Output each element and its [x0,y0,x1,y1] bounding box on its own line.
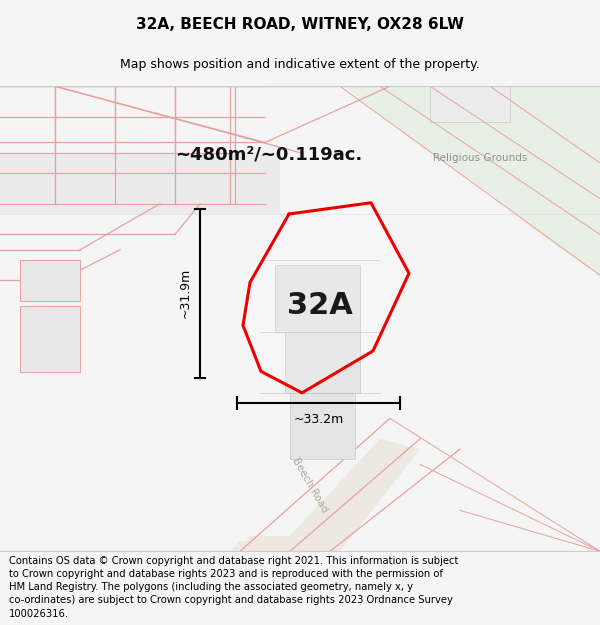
Polygon shape [230,459,380,551]
Polygon shape [285,331,360,393]
Polygon shape [243,202,409,393]
Polygon shape [240,439,420,551]
Polygon shape [20,306,80,372]
Polygon shape [20,260,80,301]
Polygon shape [430,86,510,122]
Text: 32A: 32A [287,291,353,321]
Text: Contains OS data © Crown copyright and database right 2021. This information is : Contains OS data © Crown copyright and d… [9,556,458,619]
Polygon shape [275,265,360,331]
Text: ~33.2m: ~33.2m [293,413,344,426]
Text: Map shows position and indicative extent of the property.: Map shows position and indicative extent… [120,58,480,71]
Text: 32A, BEECH ROAD, WITNEY, OX28 6LW: 32A, BEECH ROAD, WITNEY, OX28 6LW [136,17,464,32]
Text: Religious Grounds: Religious Grounds [433,152,527,162]
Text: Beech Road: Beech Road [290,456,330,514]
Text: ~31.9m: ~31.9m [179,268,192,318]
Text: ~480m²/~0.119ac.: ~480m²/~0.119ac. [175,146,362,164]
Polygon shape [345,86,600,276]
Polygon shape [290,393,355,459]
Polygon shape [0,152,280,214]
